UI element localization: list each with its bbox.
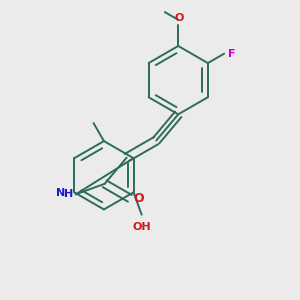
Text: F: F: [228, 49, 235, 59]
Text: H: H: [64, 189, 73, 199]
Text: O: O: [174, 14, 184, 23]
Text: N: N: [56, 188, 65, 198]
Text: O: O: [134, 192, 144, 205]
Text: OH: OH: [132, 222, 151, 232]
